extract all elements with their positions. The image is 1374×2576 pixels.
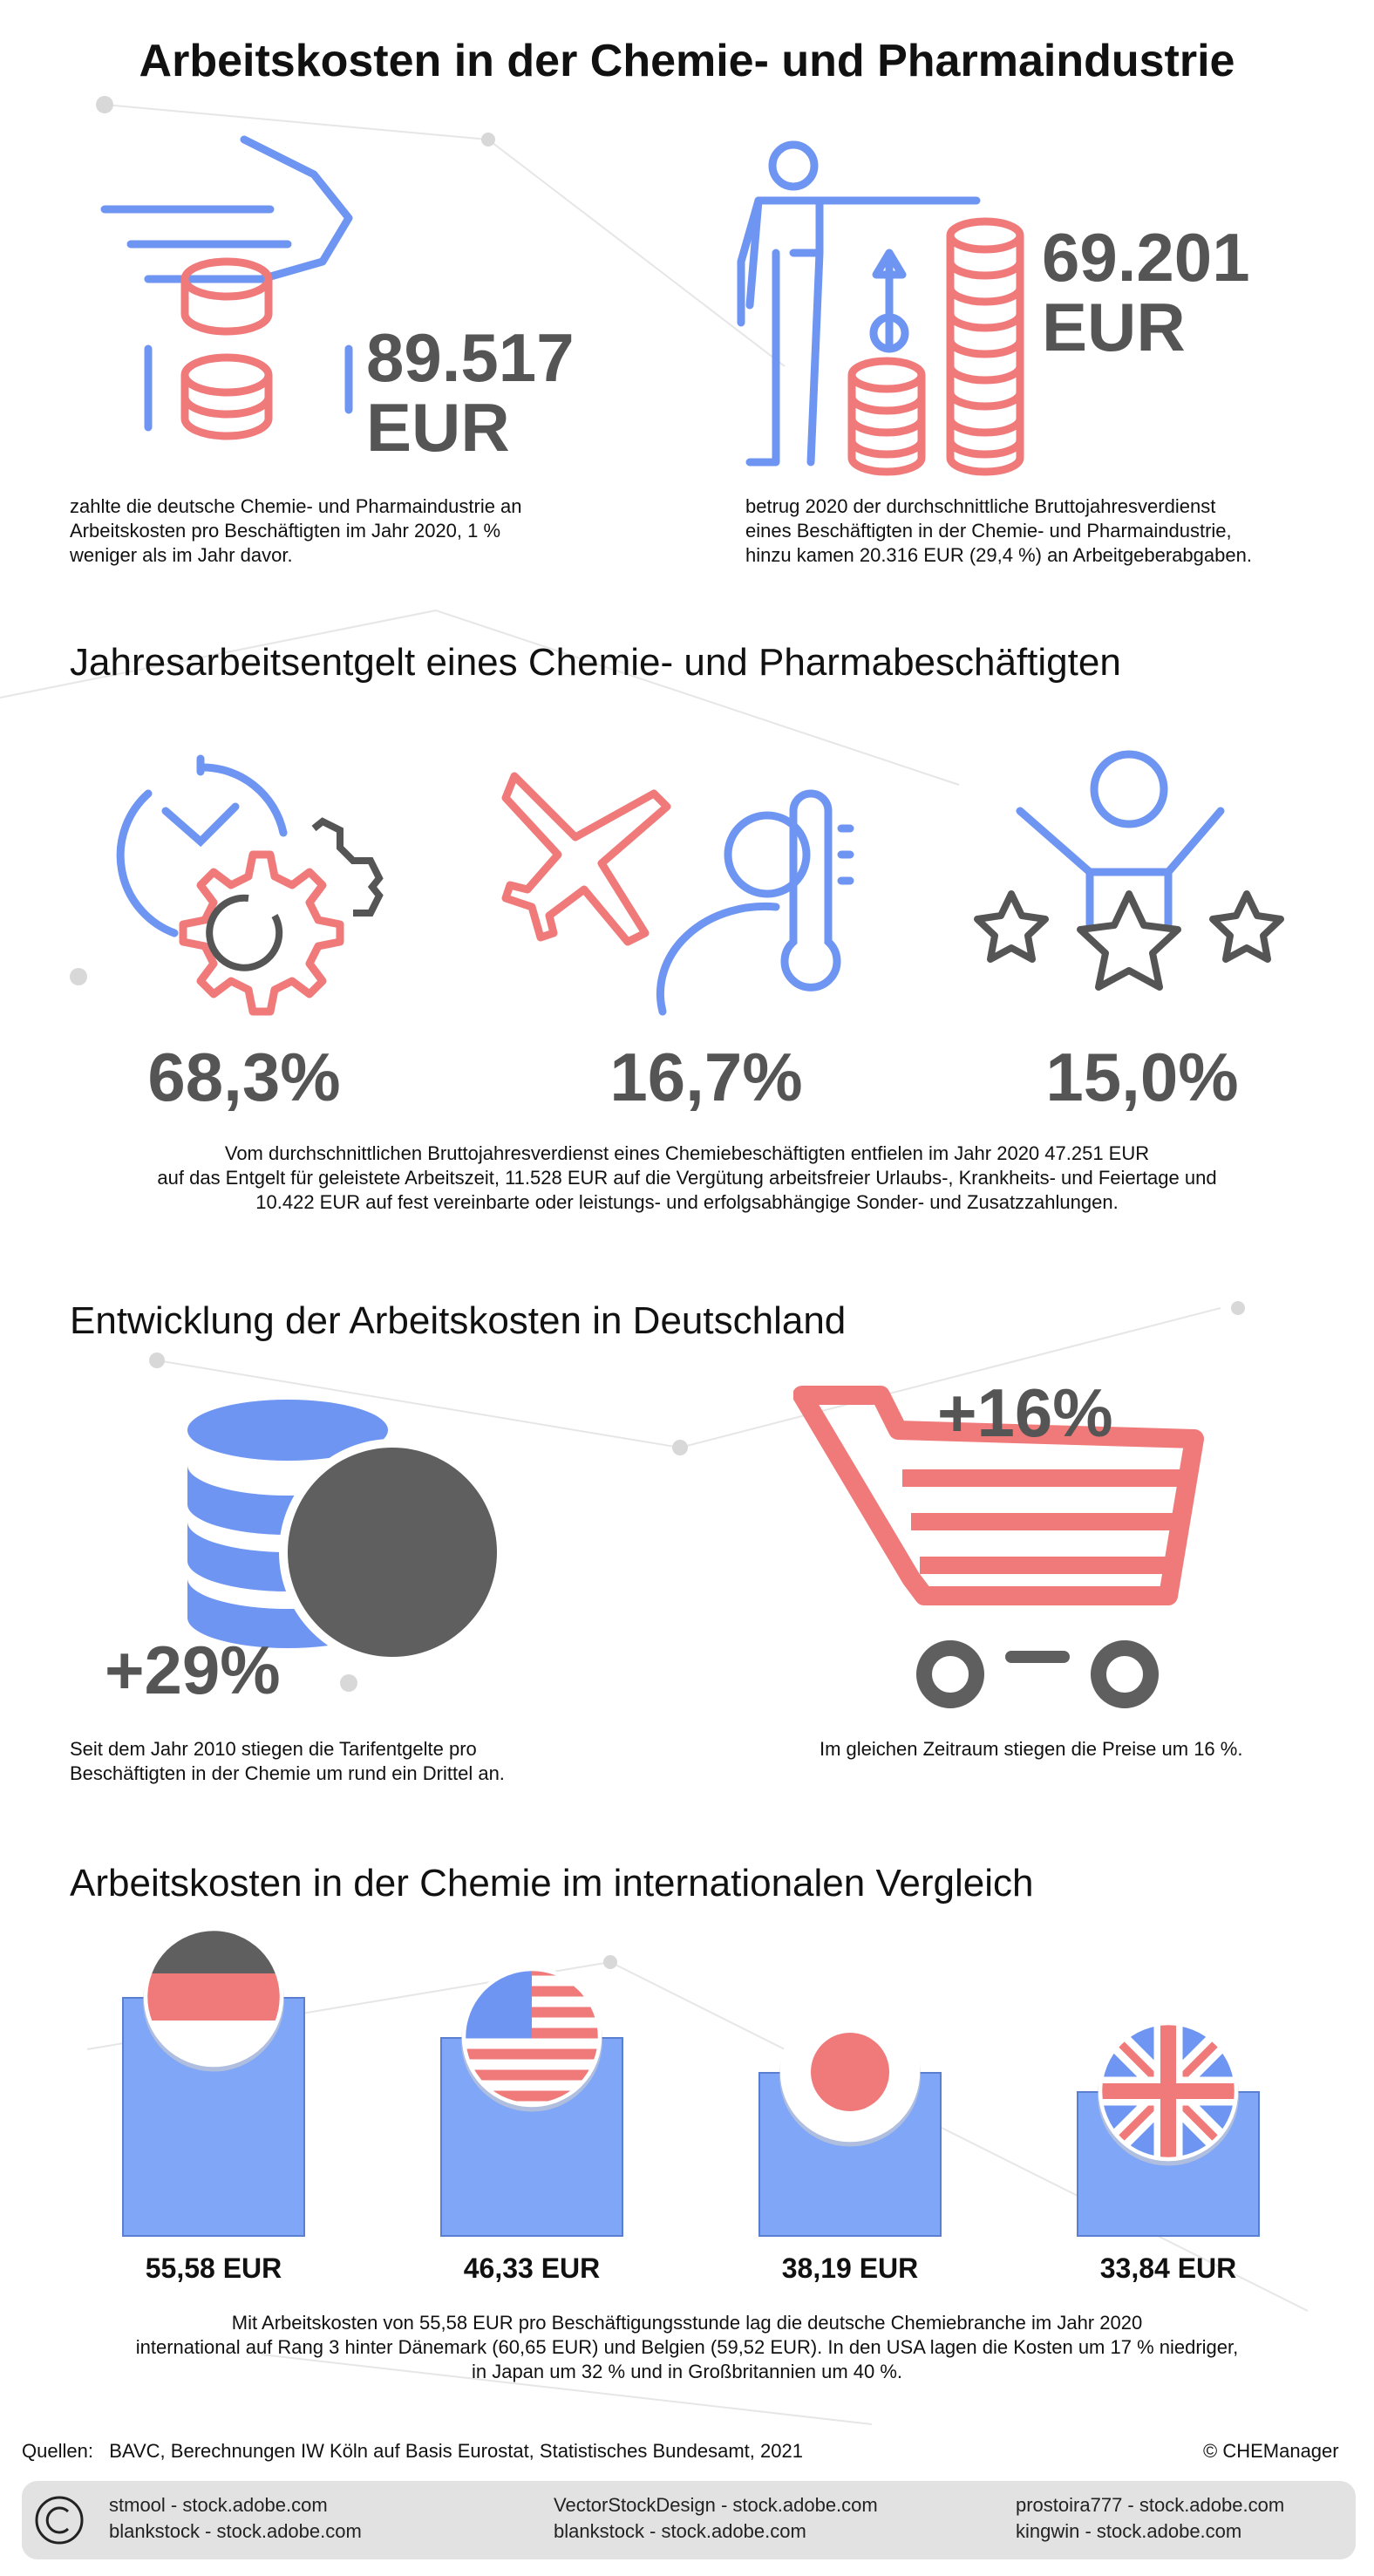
pct-vacation: 16,7% <box>609 1039 803 1115</box>
stat-right-unit: EUR <box>1042 289 1186 365</box>
salary-text-3: 10.422 EUR auf fest vereinbarte oder lei… <box>255 1191 1119 1213</box>
credit-3b: kingwin - stock.adobe.com <box>1016 2520 1242 2542</box>
credit-1a: stmool - stock.adobe.com <box>109 2494 328 2516</box>
shopping-cart-icon <box>793 1386 1204 1708</box>
stat-left-text-3: weniger als im Jahr davor. <box>70 544 293 566</box>
intl-text-3: in Japan um 32 % und in Großbritannien u… <box>471 2361 903 2382</box>
section-heading-development: Entwicklung der Arbeitskosten in Deutsch… <box>70 1299 847 1342</box>
person-stars-icon <box>974 750 1284 991</box>
pct-work: 68,3% <box>147 1039 341 1115</box>
dev-left-text-1: Seit dem Jahr 2010 stiegen die Tarifentg… <box>70 1738 477 1760</box>
stat-right-text-2: eines Beschäftigten in der Chemie- und P… <box>745 520 1232 542</box>
person-pointing-coins-icon <box>737 140 1024 476</box>
copyright-text: © CHEManager <box>1203 2440 1339 2462</box>
dev-left-text-2: Beschäftigten in der Chemie um rund ein … <box>70 1762 505 1784</box>
salary-text-1: Vom durchschnittlichen Bruttojahresverdi… <box>224 1142 1150 1164</box>
clock-gear-icon <box>116 754 384 1016</box>
stat-left-text-2: Arbeitskosten pro Beschäftigten im Jahr … <box>70 520 501 542</box>
stat-left-unit: EUR <box>366 389 510 466</box>
copyright-icon <box>35 2496 84 2545</box>
stat-right-text-1: betrug 2020 der durchschnittliche Brutto… <box>745 495 1216 517</box>
section-heading-international: Arbeitskosten in der Chemie im internati… <box>70 1862 1034 1905</box>
credit-2b: blankstock - stock.adobe.com <box>554 2520 806 2542</box>
dev-right-text: Im gleichen Zeitraum stiegen die Preise … <box>820 1738 1243 1760</box>
sources-text: Quellen: BAVC, Berechnungen IW Köln auf … <box>22 2440 803 2462</box>
database-coin-icon <box>187 1400 506 1666</box>
hand-coins-icon <box>100 135 353 440</box>
stat-right-value: 69.201 <box>1042 219 1250 296</box>
credit-1b: blankstock - stock.adobe.com <box>109 2520 362 2542</box>
stat-left-text-1: zahlte die deutsche Chemie- und Pharmain… <box>70 495 522 517</box>
dev-right-pct: +16% <box>937 1374 1113 1451</box>
credit-2a: VectorStockDesign - stock.adobe.com <box>554 2494 878 2516</box>
salary-text-2: auf das Entgelt für geleistete Arbeitsze… <box>157 1167 1217 1189</box>
image-credits-panel <box>22 2481 1356 2559</box>
intl-text-2: international auf Rang 3 hinter Dänemark… <box>135 2336 1239 2358</box>
pct-bonus: 15,0% <box>1045 1039 1239 1115</box>
credit-3a: prostoira777 - stock.adobe.com <box>1016 2494 1285 2516</box>
section-heading-salary: Jahresarbeitsentgelt eines Chemie- und P… <box>70 641 1121 684</box>
page-title: Arbeitskosten in der Chemie- und Pharmai… <box>139 36 1235 86</box>
stat-left-value: 89.517 <box>366 319 575 396</box>
intl-text-1: Mit Arbeitskosten von 55,58 EUR pro Besc… <box>231 2312 1143 2334</box>
dev-left-pct: +29% <box>105 1632 281 1708</box>
stat-right-text-3: hinzu kamen 20.316 EUR (29,4 %) an Arbei… <box>745 544 1252 566</box>
airplane-thermometer-icon <box>501 772 854 1016</box>
